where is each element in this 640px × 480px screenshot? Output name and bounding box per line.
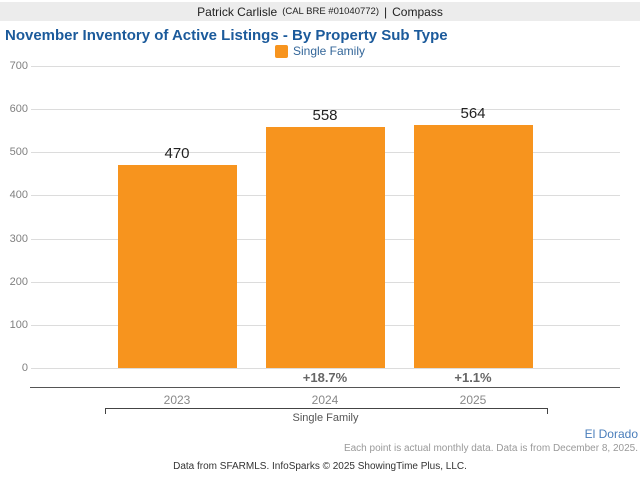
header-separator: | — [384, 4, 388, 19]
y-tick-label-400: 400 — [9, 189, 28, 202]
x-axis-line — [30, 387, 620, 388]
bar-value-2025: 564 — [460, 104, 486, 122]
x-category-label-2024: 2024 — [311, 393, 339, 407]
y-tick-label-200: 200 — [9, 275, 28, 288]
chart-title: November Inventory of Active Listings - … — [5, 27, 448, 44]
bar-value-2024: 558 — [312, 107, 338, 125]
region-label: El Dorado — [584, 427, 638, 441]
header-band: Patrick Carlisle (CAL BRE #01040772) | C… — [0, 2, 640, 21]
agent-license: (CAL BRE #01040772) — [282, 6, 380, 17]
category-group-label: Single Family — [292, 412, 359, 424]
legend-swatch-single-family — [274, 44, 288, 58]
y-tick-label-600: 600 — [9, 103, 28, 116]
y-tick-label-0: 0 — [21, 362, 28, 374]
y-tick-label-300: 300 — [9, 232, 28, 245]
bar-2023[interactable] — [117, 165, 237, 368]
gridline-0 — [31, 368, 620, 369]
legend: Single Family — [0, 44, 640, 58]
attribution-footer: Data from SFARMLS. InfoSparks © 2025 Sho… — [173, 461, 467, 472]
bar-2024[interactable] — [265, 127, 385, 368]
gridline-700 — [31, 66, 620, 67]
bar-value-2023: 470 — [164, 145, 190, 163]
y-tick-label-500: 500 — [9, 146, 28, 159]
data-note: Each point is actual monthly data. Data … — [343, 443, 638, 454]
agent-name: Patrick Carlisle — [197, 4, 278, 19]
brand-name: Compass — [392, 4, 443, 19]
y-tick-label-700: 700 — [9, 60, 28, 72]
y-tick-label-100: 100 — [9, 318, 28, 331]
gridline-600 — [31, 109, 620, 111]
pct-change-2025: +1.1% — [454, 370, 492, 385]
pct-change-2024: +18.7% — [302, 370, 348, 385]
legend-label: Single Family — [292, 44, 366, 58]
bar-2025[interactable] — [413, 124, 533, 368]
category-group-bracket — [105, 408, 548, 414]
x-category-label-2025: 2025 — [459, 393, 487, 407]
x-category-label-2023: 2023 — [163, 393, 191, 407]
